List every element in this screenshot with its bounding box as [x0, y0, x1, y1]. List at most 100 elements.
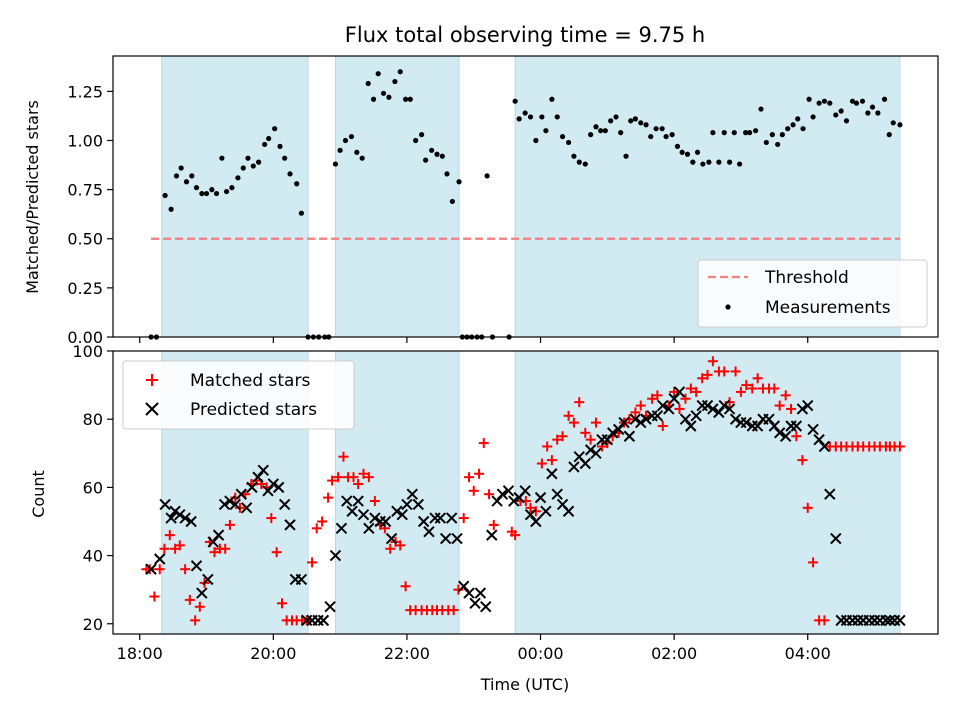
predicted-star-point — [317, 614, 330, 627]
x-tick-label: 04:00 — [785, 644, 831, 663]
matched-star-point — [468, 485, 479, 496]
measurement-point — [865, 110, 871, 116]
predicted-star-point — [295, 573, 308, 586]
legend-predicted-label: Predicted stars — [190, 400, 317, 420]
measurement-point — [763, 139, 769, 146]
matched-star-point — [596, 441, 607, 452]
matched-star-point — [674, 403, 685, 414]
matched-star-point — [353, 478, 364, 489]
measurement-point — [785, 126, 791, 132]
predicted-star-point — [740, 416, 752, 429]
matched-star-point — [358, 468, 369, 479]
predicted-star-stroke — [480, 601, 492, 613]
matched-star-point — [317, 516, 328, 527]
predicted-star-stroke — [252, 471, 264, 483]
predicted-star-point — [802, 399, 814, 412]
measurement-point — [779, 132, 785, 138]
predicted-star-stroke — [568, 461, 580, 473]
matched-star-point — [780, 390, 791, 401]
matched-star-point — [580, 427, 591, 438]
measurement-point — [653, 126, 659, 132]
predicted-star-stroke — [196, 587, 208, 599]
matched-star-point — [224, 519, 235, 530]
matched-star-point — [277, 598, 288, 609]
predicted-star-stroke — [267, 478, 280, 490]
predicted-star-stroke — [768, 420, 781, 432]
predicted-star-stroke — [335, 522, 348, 535]
x-tick-label: 00:00 — [517, 644, 563, 663]
predicted-star-point — [185, 515, 197, 528]
y-tick-label: 60 — [83, 478, 103, 497]
predicted-star-stroke — [212, 529, 225, 541]
measurement-point — [679, 149, 685, 155]
matched-star-point — [510, 530, 521, 541]
matched-star-point — [568, 417, 579, 428]
measurement-point — [690, 159, 696, 165]
predicted-star-point — [335, 522, 348, 535]
predicted-star-point — [824, 488, 836, 500]
predicted-star-stroke — [830, 532, 842, 545]
predicted-star-point — [262, 485, 274, 497]
predicted-star-stroke — [773, 427, 786, 439]
measurement-point — [407, 96, 413, 102]
measurement-point — [833, 112, 839, 118]
measurement-point — [413, 137, 419, 144]
predicted-star-point — [434, 512, 447, 524]
predicted-star-stroke — [439, 532, 452, 545]
matched-star-point — [363, 472, 374, 483]
predicted-star-stroke — [562, 505, 575, 517]
matched-star-point — [385, 543, 396, 554]
measurement-point — [277, 143, 283, 149]
measurement-point — [753, 128, 759, 134]
matched-star-point — [323, 492, 334, 503]
predicted-star-point — [768, 420, 781, 432]
predicted-star-point — [651, 410, 664, 422]
predicted-star-point — [246, 481, 258, 494]
predicted-star-stroke — [713, 406, 725, 419]
predicted-star-point — [884, 614, 896, 627]
predicted-star-stroke — [406, 488, 418, 500]
predicted-star-stroke — [556, 498, 569, 511]
matched-star-point — [464, 472, 475, 483]
measurement-point — [402, 96, 409, 102]
predicted-star-stroke — [369, 512, 381, 524]
predicted-star-stroke — [174, 508, 186, 521]
shaded-interval — [334, 55, 460, 338]
matched-star-point — [657, 421, 668, 432]
legend-matched-swatch — [146, 374, 158, 386]
predicted-star-stroke — [751, 420, 764, 432]
matched-star-point — [802, 502, 813, 513]
predicted-star-point — [530, 515, 542, 528]
predicted-star-stroke — [469, 597, 481, 610]
predicted-star-point — [551, 488, 563, 500]
predicted-star-point — [252, 471, 264, 483]
measurement-point — [608, 118, 614, 124]
matched-star-point — [536, 458, 547, 469]
predicted-star-point — [391, 505, 403, 517]
predicted-star-stroke — [818, 440, 831, 453]
predicted-star-point — [324, 601, 336, 613]
y-tick-label: 0.50 — [67, 230, 103, 249]
matched-star-point — [484, 489, 495, 500]
measurement-point — [516, 116, 522, 122]
matched-star-point — [719, 366, 730, 377]
measurement-point — [533, 137, 539, 144]
predicted-star-stroke — [530, 515, 542, 528]
predicted-star-point — [278, 498, 291, 511]
measurement-point — [183, 179, 190, 185]
measurement-point — [576, 159, 582, 165]
predicted-star-point — [329, 549, 342, 562]
predicted-star-point — [224, 495, 236, 507]
bottom-x-axis-label: Time (UTC) — [480, 675, 569, 694]
predicted-star-point — [401, 498, 413, 511]
predicted-star-point — [357, 508, 370, 521]
predicted-star-point — [469, 597, 481, 610]
top-panel: 0.00 0.25 0.50 0.75 1.00 1.25 Flux total obse… — [23, 23, 939, 347]
predicted-star-stroke — [584, 444, 597, 456]
measurement-point — [565, 139, 572, 146]
predicted-star-point — [635, 416, 647, 429]
measurement-point — [582, 161, 588, 167]
measurement-point — [886, 132, 892, 138]
predicted-star-stroke — [451, 532, 463, 545]
predicted-star-stroke — [278, 498, 291, 511]
